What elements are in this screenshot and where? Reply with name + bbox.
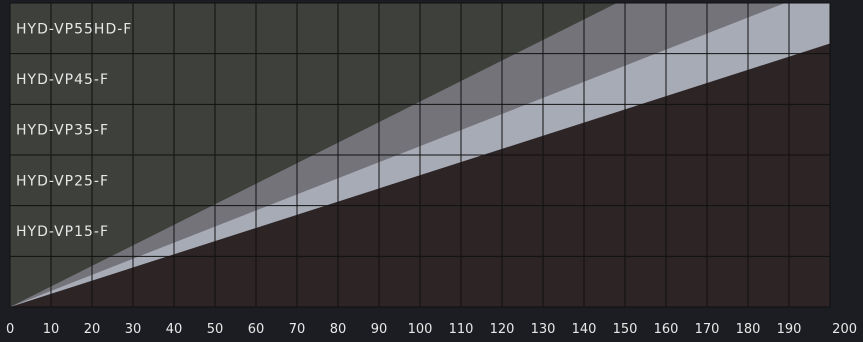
x-tick-label: 150 (613, 322, 638, 337)
x-tick-label: 100 (408, 322, 433, 337)
x-tick-label: 10 (43, 322, 60, 337)
x-tick-label: 60 (248, 322, 265, 337)
x-tick-label: 140 (572, 322, 597, 337)
x-tick-label: 80 (330, 322, 347, 337)
x-tick-label: 30 (125, 322, 142, 337)
row-label: HYD-VP25-F (16, 173, 109, 189)
x-tick-label: 120 (490, 322, 515, 337)
grid-lines (9, 2, 831, 308)
x-tick-label: 160 (654, 322, 679, 337)
x-tick-label: 40 (166, 322, 183, 337)
row-label: HYD-VP35-F (16, 123, 109, 139)
x-tick-label: 0 (6, 322, 14, 337)
x-tick-label: 90 (371, 322, 388, 337)
x-tick-label: 20 (84, 322, 101, 337)
x-tick-label: 50 (207, 322, 224, 337)
x-tick-label: 180 (736, 322, 761, 337)
x-tick-label: 190 (777, 322, 802, 337)
x-axis-tick-labels: 0 10 20 30 40 50 60 70 80 90 100 110 120 130 140 150 160… (6, 322, 857, 337)
x-tick-label: 130 (531, 322, 556, 337)
x-tick-label: 170 (695, 322, 720, 337)
x-tick-label: 110 (449, 322, 474, 337)
row-label: HYD-VP45-F (16, 72, 109, 88)
x-tick-label: 70 (289, 322, 306, 337)
row-label: HYD-VP15-F (16, 224, 109, 240)
x-tick-label: 200 (832, 322, 857, 337)
row-labels: HYD-VP55HD-F HYD-VP45-F HYD-VP35-F HYD-VP25… (16, 21, 132, 240)
row-label: HYD-VP55HD-F (16, 21, 132, 37)
